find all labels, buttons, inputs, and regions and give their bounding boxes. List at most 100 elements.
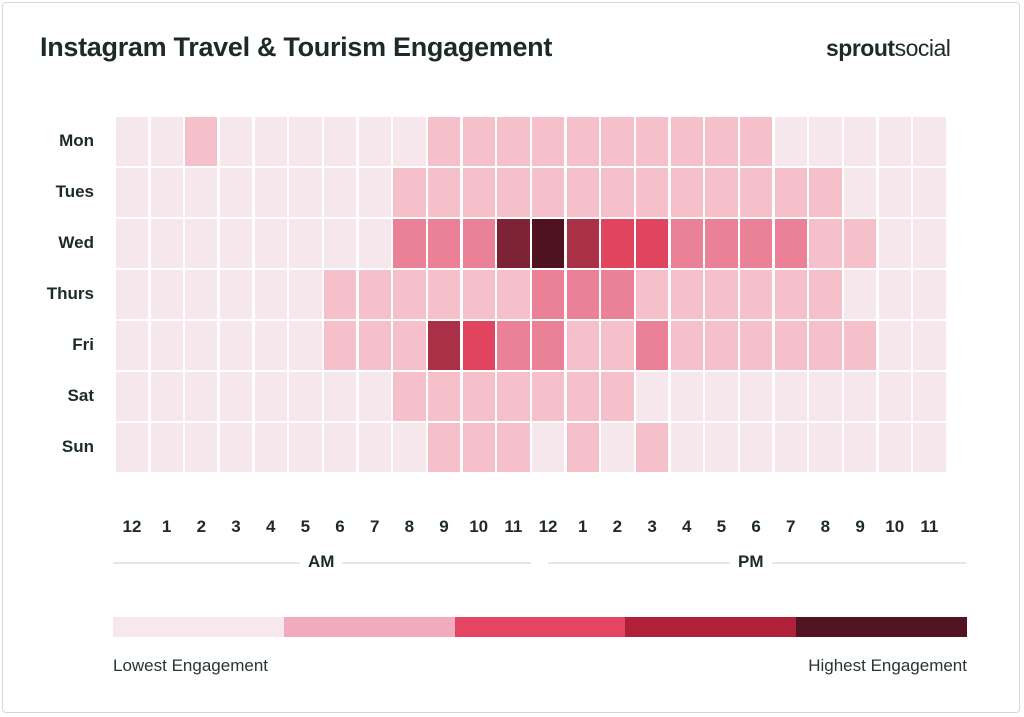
heatmap-cell <box>324 168 357 217</box>
heatmap-cell <box>289 117 322 166</box>
heatmap-cell <box>185 168 218 217</box>
heatmap-cell <box>289 321 322 370</box>
heatmap-cell <box>324 270 357 319</box>
heatmap-cell <box>878 219 911 268</box>
chart-title: Instagram Travel & Tourism Engagement <box>40 32 553 62</box>
legend-swatch <box>625 617 797 637</box>
heatmap-cell <box>220 423 253 472</box>
hour-label: 7 <box>785 517 796 536</box>
heatmap-cell <box>740 321 773 370</box>
hour-label: 4 <box>265 517 276 536</box>
heatmap-cell <box>809 321 842 370</box>
heatmap-cell <box>532 321 565 370</box>
heatmap-cell <box>844 270 877 319</box>
heatmap-cell <box>462 372 495 421</box>
hour-label: 5 <box>300 517 311 536</box>
hour-label: 6 <box>335 517 345 536</box>
heatmap-cell <box>358 321 391 370</box>
heatmap-cell <box>601 219 634 268</box>
hour-label: 9 <box>855 517 865 536</box>
day-label: Sun <box>61 437 94 456</box>
heatmap-cell <box>185 372 218 421</box>
heatmap-cell <box>740 423 773 472</box>
heatmap-cell <box>393 321 426 370</box>
heatmap-cell <box>393 117 426 166</box>
pm-label: PM <box>730 552 772 572</box>
heatmap-cell <box>254 423 287 472</box>
heatmap-cell <box>601 270 634 319</box>
heatmap-cell <box>566 270 599 319</box>
hour-label: 3 <box>231 517 241 536</box>
heatmap-cell <box>462 321 495 370</box>
heatmap-cell <box>324 117 357 166</box>
heatmap-cell <box>913 321 946 370</box>
hour-label: 10 <box>469 517 489 536</box>
hour-label: 8 <box>820 517 831 536</box>
heatmap-cell <box>878 270 911 319</box>
heatmap-cell <box>428 219 461 268</box>
heatmap-cell <box>844 219 877 268</box>
heatmap-cell <box>913 270 946 319</box>
heatmap-cell <box>393 423 426 472</box>
heatmap-cell <box>254 219 287 268</box>
heatmap-cell <box>150 423 183 472</box>
heatmap-cell <box>289 270 322 319</box>
heatmap-cell <box>462 423 495 472</box>
heatmap-cell <box>566 219 599 268</box>
heatmap-cell <box>254 168 287 217</box>
day-label: Mon <box>59 131 94 150</box>
day-label: Fri <box>72 335 94 354</box>
heatmap-cell <box>601 168 634 217</box>
logo-light: social <box>894 35 951 61</box>
heatmap-cell <box>185 219 218 268</box>
heatmap-cell <box>150 168 183 217</box>
heatmap-cell <box>705 219 738 268</box>
heatmap-cell <box>809 117 842 166</box>
heatmap-cell <box>220 270 253 319</box>
heatmap-cell <box>150 372 183 421</box>
heatmap-cell <box>358 423 391 472</box>
heatmap-cell <box>150 219 183 268</box>
day-label: Sat <box>67 386 94 405</box>
heatmap-cell <box>878 117 911 166</box>
heatmap-cell <box>636 423 669 472</box>
heatmap-cell <box>254 270 287 319</box>
hour-label: 12 <box>538 517 558 536</box>
heatmap-cell <box>220 168 253 217</box>
heatmap-cell <box>393 219 426 268</box>
heatmap-cell <box>670 117 703 166</box>
heatmap-cell <box>670 168 703 217</box>
heatmap-cell <box>636 270 669 319</box>
heatmap-cell <box>428 168 461 217</box>
heatmap-cell <box>116 117 149 166</box>
hour-label: 2 <box>612 517 623 536</box>
heatmap-cell <box>497 270 530 319</box>
heatmap-cell <box>393 372 426 421</box>
heatmap-cell <box>532 168 565 217</box>
heatmap-cell <box>774 117 807 166</box>
heatmap-cell <box>289 168 322 217</box>
heatmap-cell <box>185 270 218 319</box>
heatmap-cell <box>220 372 253 421</box>
heatmap-cell <box>809 270 842 319</box>
legend-swatch <box>454 617 626 637</box>
heatmap-cell <box>740 219 773 268</box>
heatmap-cell <box>324 372 357 421</box>
hour-label: 6 <box>751 517 761 536</box>
heatmap-cell <box>601 372 634 421</box>
heatmap-cell <box>601 423 634 472</box>
hour-label: 9 <box>439 517 449 536</box>
heatmap-cell <box>566 423 599 472</box>
heatmap-cell <box>289 219 322 268</box>
heatmap-cell <box>878 168 911 217</box>
heatmap-cell <box>150 270 183 319</box>
day-label: Tues <box>55 182 94 201</box>
heatmap-cell <box>532 270 565 319</box>
heatmap-cell <box>705 423 738 472</box>
heatmap-cell <box>116 219 149 268</box>
heatmap-cell <box>497 168 530 217</box>
heatmap-cell <box>913 219 946 268</box>
heatmap-cell <box>428 423 461 472</box>
hour-label: 7 <box>369 517 380 536</box>
